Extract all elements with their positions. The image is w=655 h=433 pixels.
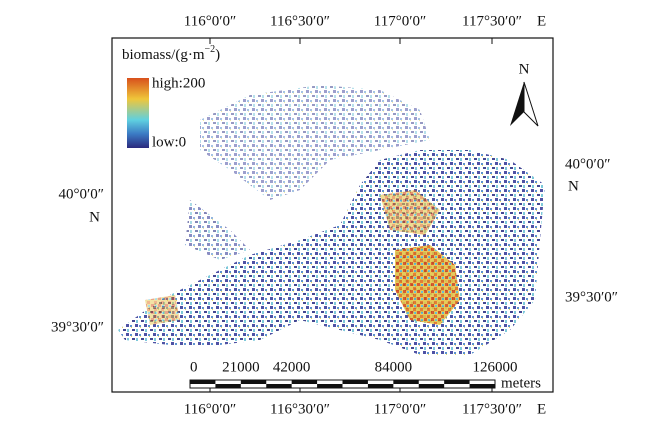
scale-segment — [367, 384, 394, 388]
legend-title-text: biomass/(g·m — [122, 47, 205, 63]
left-label: 40°0′0″ — [58, 186, 104, 202]
right-label: 40°0′0″ — [565, 156, 611, 172]
hotspot — [395, 245, 460, 325]
legend-superscript: −2 — [205, 44, 216, 55]
left-label: 39°30′0″ — [51, 319, 104, 335]
bottom-label: 117°30′0″ — [462, 401, 522, 417]
north-arrow: N — [510, 61, 539, 127]
scale-label: 0 — [190, 359, 198, 375]
legend-title: biomass/(g·m−2) — [122, 44, 220, 63]
scale-label: 21000 — [222, 359, 260, 375]
north-label: N — [519, 61, 530, 77]
scale-segment — [393, 380, 419, 384]
legend-low: low:0 — [152, 134, 186, 150]
scale-segment — [469, 384, 495, 388]
top-label: 117°30′0″ — [462, 13, 522, 29]
speckle-region — [200, 85, 430, 200]
left-label: N — [89, 209, 100, 225]
top-label: 116°0′0″ — [184, 13, 236, 29]
speckle-region — [185, 200, 250, 260]
right-label: N — [568, 178, 579, 194]
hotspot — [380, 190, 440, 235]
scale-label: 126000 — [473, 359, 518, 375]
bottom-label: E — [537, 401, 546, 417]
scale-segment — [418, 384, 445, 388]
legend: biomass/(g·m−2) high:200 low:0 — [122, 44, 220, 150]
right-label: 39°30′0″ — [565, 289, 618, 305]
top-label: 116°30′0″ — [270, 13, 330, 29]
legend-suffix: ) — [215, 47, 220, 63]
map-frame — [111, 37, 554, 393]
scale-segment — [444, 380, 470, 384]
scale-segment — [291, 380, 318, 384]
hotspot — [145, 295, 180, 325]
bottom-label: 116°30′0″ — [270, 401, 330, 417]
top-label: 117°0′0″ — [374, 13, 426, 29]
scale-segment — [240, 380, 267, 384]
top-label: E — [537, 13, 546, 29]
legend-ramp — [127, 78, 149, 148]
scale-label: 84000 — [375, 359, 413, 375]
scale-unit: meters — [501, 375, 541, 391]
legend-high: high:200 — [152, 75, 205, 91]
arrow-half — [510, 82, 524, 126]
scale-segment — [215, 384, 241, 388]
scale-segment — [190, 380, 216, 384]
bottom-label: 116°0′0″ — [184, 401, 236, 417]
scale-segment — [266, 384, 292, 388]
scale-label: 42000 — [273, 359, 311, 375]
scale-segment — [317, 384, 343, 388]
speckle-region — [118, 150, 545, 355]
map-body — [118, 85, 545, 355]
bottom-label: 117°0′0″ — [374, 401, 426, 417]
scale-segment — [342, 380, 368, 384]
arrow-half — [523, 81, 539, 127]
